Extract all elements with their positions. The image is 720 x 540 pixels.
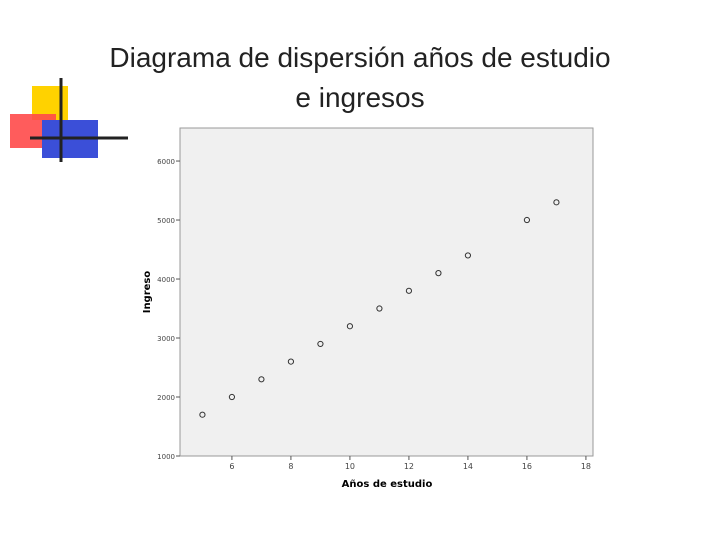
x-tick-label: 18 bbox=[581, 462, 591, 471]
point bbox=[435, 270, 442, 277]
plot-area bbox=[179, 127, 594, 457]
point bbox=[258, 376, 265, 383]
point bbox=[376, 305, 383, 312]
y-tick-label: 3000 bbox=[157, 335, 175, 343]
y-tick-label: 2000 bbox=[157, 394, 175, 402]
point bbox=[287, 358, 295, 365]
y-tick-label: 5000 bbox=[157, 217, 175, 225]
x-tick-label: 12 bbox=[404, 462, 414, 471]
y-axis-label: Ingreso bbox=[142, 271, 153, 314]
point bbox=[199, 411, 206, 418]
x-tick-label: 10 bbox=[345, 462, 355, 471]
x-tick-label: 8 bbox=[288, 462, 293, 471]
y-tick-label: 1000 bbox=[157, 453, 175, 461]
x-tick-label: 16 bbox=[522, 462, 532, 471]
point bbox=[523, 216, 531, 224]
y-tick-label: 4000 bbox=[157, 276, 175, 284]
slide-title: Diagrama de dispersión años de estudio e… bbox=[109, 42, 611, 113]
point bbox=[228, 393, 236, 401]
x-tick-label: 14 bbox=[463, 462, 473, 471]
point bbox=[464, 252, 472, 259]
point bbox=[405, 287, 413, 294]
point bbox=[553, 199, 560, 206]
point bbox=[346, 323, 354, 330]
x-axis-label: Años de estudio bbox=[342, 479, 433, 490]
point bbox=[317, 340, 324, 348]
x-tick-label: 6 bbox=[229, 462, 234, 471]
y-tick-label: 6000 bbox=[157, 158, 175, 166]
